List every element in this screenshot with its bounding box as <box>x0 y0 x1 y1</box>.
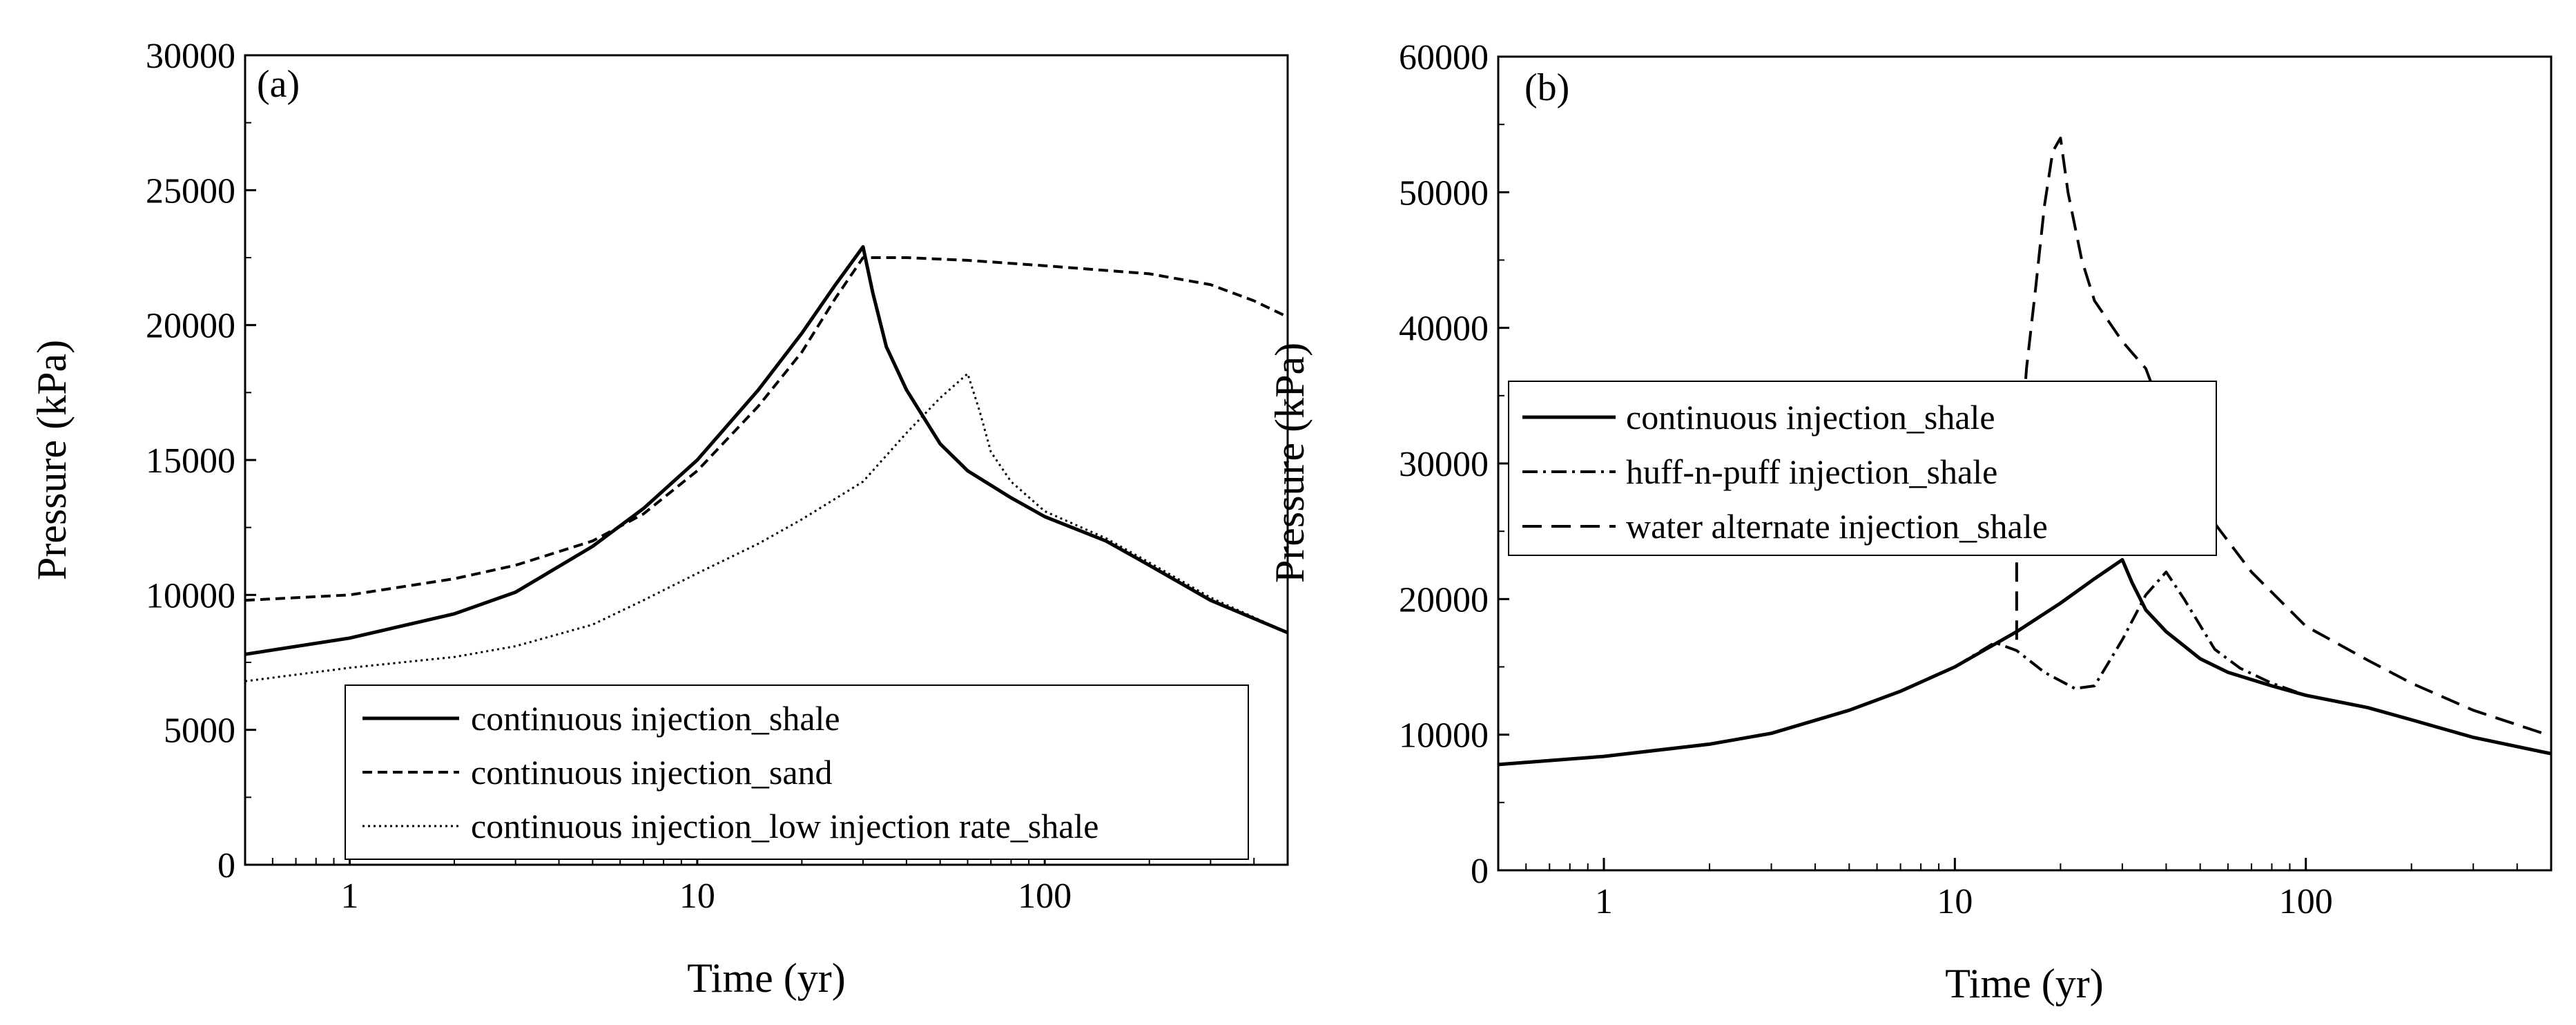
panel-a: 0 5000 10000 15000 20000 25000 30000 1 10 100 (a… <box>29 37 1289 1001</box>
series-line-continuous-injection-shale <box>244 245 1288 656</box>
series-line-continuous-injection-shale <box>1498 557 2552 767</box>
x-tick-label: 1 <box>341 876 359 916</box>
legend-a-label-sand: continuous injection_sand <box>471 753 833 792</box>
y-tick-label: 20000 <box>1399 580 1489 620</box>
y-tick-label: 60000 <box>1399 38 1489 77</box>
x-tick-label: 100 <box>2279 882 2333 921</box>
y-tick-label: 30000 <box>1399 445 1489 484</box>
panel-b-legend: continuous injection_shale huff-n-puff i… <box>1508 381 2217 556</box>
y-tick-label: 10000 <box>146 576 235 615</box>
panel-a-legend-box <box>345 684 1249 860</box>
y-tick-label: 0 <box>1471 852 1489 891</box>
panel-a-y-ticks: 0 5000 10000 15000 20000 25000 30000 <box>146 37 256 885</box>
legend-b-label-water: water alternate injection_shale <box>1626 507 2048 546</box>
panel-b-y-ticks: 0 10000 20000 30000 40000 50000 60000 <box>1399 38 1509 891</box>
x-tick-label: 100 <box>1018 876 1072 916</box>
series-line-continuous-injection-low-injection-rate-shale <box>244 372 1288 682</box>
panel-a-x-axis-title: Time (yr) <box>687 955 845 1001</box>
y-tick-label: 10000 <box>1399 716 1489 756</box>
x-tick-label: 10 <box>1937 882 1973 921</box>
y-tick-label: 20000 <box>146 307 235 346</box>
panel-a-y-axis-title: Pressure (kPa) <box>29 340 75 580</box>
y-tick-label: 15000 <box>146 441 235 481</box>
y-tick-label: 40000 <box>1399 309 1489 349</box>
y-tick-label: 30000 <box>146 37 235 76</box>
series-line-water-alternate-injection-shale <box>2015 136 2552 738</box>
panel-b-legend-box <box>1508 381 2217 556</box>
y-tick-label: 50000 <box>1399 173 1489 213</box>
x-tick-label: 1 <box>1595 882 1613 921</box>
panel-b-series <box>1498 136 2552 767</box>
y-tick-label: 25000 <box>146 171 235 211</box>
legend-a-label-shale: continuous injection_shale <box>471 699 840 738</box>
panel-a-label: (a) <box>257 63 300 106</box>
panel-b-label: (b) <box>1524 66 1569 109</box>
series-line-continuous-injection-sand <box>244 256 1288 602</box>
x-tick-label: 10 <box>679 876 715 916</box>
panel-b-x-axis-title: Time (yr) <box>1945 961 2103 1006</box>
series-line-huff-n-puff-injection-shale <box>1954 571 2552 756</box>
legend-a-label-low-rate: continuous injection_low injection rate_… <box>471 807 1099 845</box>
panel-a-series <box>244 245 1288 682</box>
panel-b-x-ticks: 1 10 100 <box>1498 858 2552 921</box>
panel-a-x-ticks: 1 10 100 <box>244 852 1288 916</box>
panel-b: 0 10000 20000 30000 40000 50000 60000 1 10 100 (… <box>1267 38 2553 1006</box>
y-tick-label: 5000 <box>164 711 235 751</box>
legend-b-label-huff: huff-n-puff injection_shale <box>1626 452 1997 491</box>
legend-b-label-shale: continuous injection_shale <box>1626 398 1995 437</box>
y-tick-label: 0 <box>217 846 235 885</box>
panel-b-y-axis-title: Pressure (kPa) <box>1267 343 1313 583</box>
panel-a-legend: continuous injection_shale continuous in… <box>345 684 1249 860</box>
